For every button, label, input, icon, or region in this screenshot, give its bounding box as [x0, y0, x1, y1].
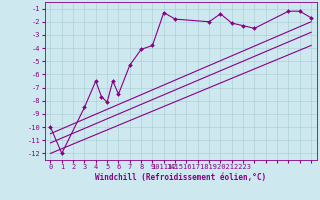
X-axis label: Windchill (Refroidissement éolien,°C): Windchill (Refroidissement éolien,°C): [95, 173, 266, 182]
